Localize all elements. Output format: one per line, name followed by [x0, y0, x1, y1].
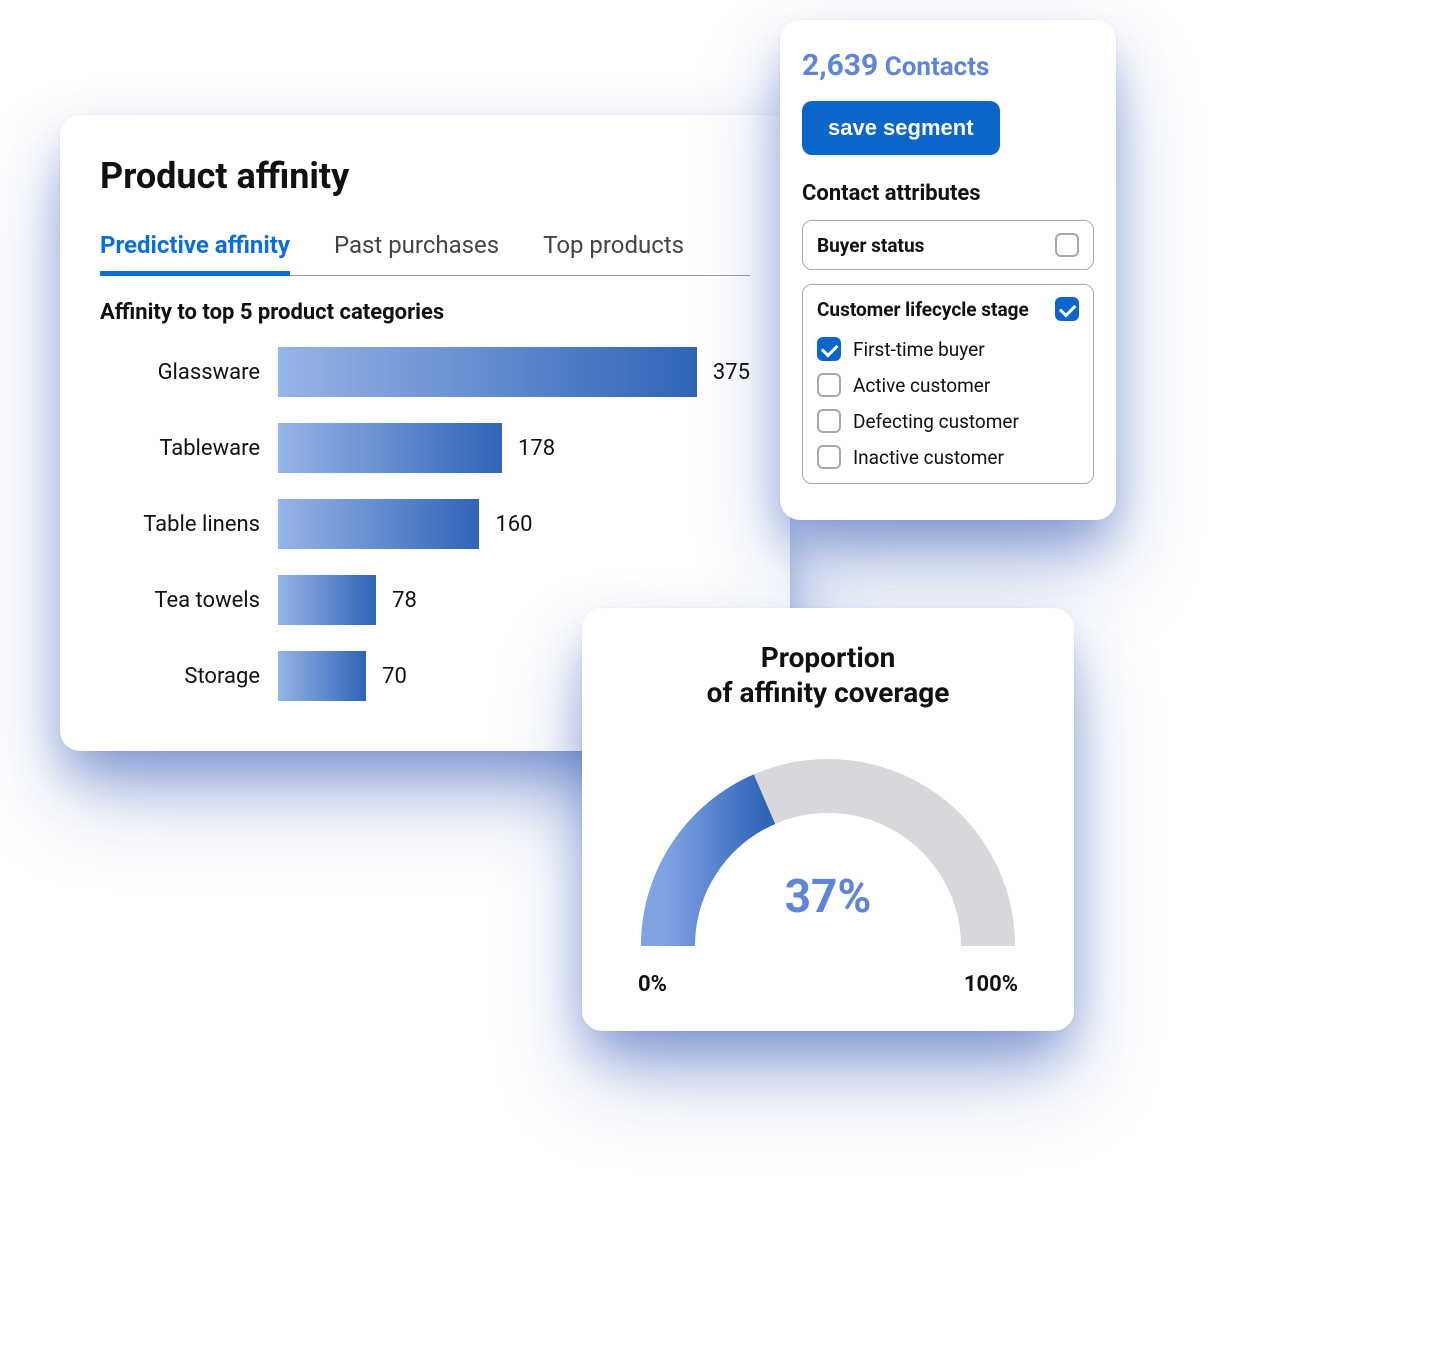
bar-label: Tableware [100, 436, 278, 461]
bar-fill [278, 347, 697, 397]
attribute-group-checkbox[interactable] [1055, 233, 1079, 257]
bar-label: Storage [100, 664, 278, 689]
bar-value: 78 [376, 588, 417, 613]
bar-fill [278, 423, 502, 473]
option-checkbox[interactable] [817, 373, 841, 397]
attribute-group: Customer lifecycle stage First-time buyer… [802, 284, 1094, 484]
attribute-options: First-time buyer Active customer Defecting… [803, 333, 1093, 483]
bar-row: Table linens 160 [100, 499, 750, 549]
chart-subtitle: Affinity to top 5 product categories [60, 276, 790, 347]
attribute-option[interactable]: Inactive customer [817, 445, 1079, 469]
attribute-group: Buyer status [802, 220, 1094, 270]
bar-track: 160 [278, 499, 750, 549]
bar-value: 178 [502, 436, 555, 461]
attribute-group-header[interactable]: Buyer status [803, 221, 1093, 269]
option-label: Inactive customer [853, 446, 1004, 469]
affinity-coverage-card: Proportion of affinity coverage 37% 0% 1… [582, 608, 1074, 1031]
affinity-tabs: Predictive affinity Past purchases Top pro… [100, 223, 750, 276]
tab-predictive-affinity[interactable]: Predictive affinity [100, 223, 290, 276]
tab-past-purchases[interactable]: Past purchases [334, 223, 499, 276]
bar-value: 160 [479, 512, 532, 537]
gauge-title: Proportion of affinity coverage [616, 640, 1040, 710]
bar-fill [278, 499, 479, 549]
gauge-endpoints: 0% 100% [616, 964, 1040, 997]
bar-row: Glassware 375 [100, 347, 750, 397]
attribute-option[interactable]: Defecting customer [817, 409, 1079, 433]
bar-fill [278, 651, 366, 701]
option-checkbox[interactable] [817, 337, 841, 361]
attribute-group-label: Customer lifecycle stage [817, 298, 1029, 321]
option-label: Active customer [853, 374, 990, 397]
contacts-count: 2,639 [802, 48, 878, 83]
option-label: Defecting customer [853, 410, 1019, 433]
option-label: First-time buyer [853, 338, 985, 361]
gauge-min-label: 0% [638, 972, 667, 997]
option-checkbox[interactable] [817, 409, 841, 433]
bar-fill [278, 575, 376, 625]
contacts-label: Contacts [885, 52, 990, 82]
bar-label: Tea towels [100, 588, 278, 613]
bar-label: Glassware [100, 360, 278, 385]
save-segment-button[interactable]: save segment [802, 101, 1000, 155]
tab-top-products[interactable]: Top products [543, 223, 684, 276]
contacts-summary: 2,639 Contacts [802, 48, 1094, 83]
option-checkbox[interactable] [817, 445, 841, 469]
gauge-title-line1: Proportion [761, 641, 896, 674]
bar-row: Tableware 178 [100, 423, 750, 473]
attribute-option[interactable]: Active customer [817, 373, 1079, 397]
bar-value: 375 [697, 360, 750, 385]
gauge-chart: 37% [616, 734, 1040, 964]
gauge-max-label: 100% [964, 972, 1018, 997]
bar-label: Table linens [100, 512, 278, 537]
bar-track: 375 [278, 347, 750, 397]
contact-attributes-heading: Contact attributes [802, 181, 1094, 206]
card-title: Product affinity [60, 155, 790, 223]
attribute-group-label: Buyer status [817, 234, 924, 257]
attribute-option[interactable]: First-time buyer [817, 337, 1079, 361]
gauge-value: 37% [616, 870, 1040, 924]
attribute-group-checkbox[interactable] [1055, 297, 1079, 321]
segment-card: 2,639 Contacts save segment Contact attr… [780, 20, 1116, 520]
gauge-title-line2: of affinity coverage [707, 676, 950, 709]
attribute-group-header[interactable]: Customer lifecycle stage [803, 285, 1093, 333]
bar-track: 178 [278, 423, 750, 473]
bar-value: 70 [366, 664, 407, 689]
